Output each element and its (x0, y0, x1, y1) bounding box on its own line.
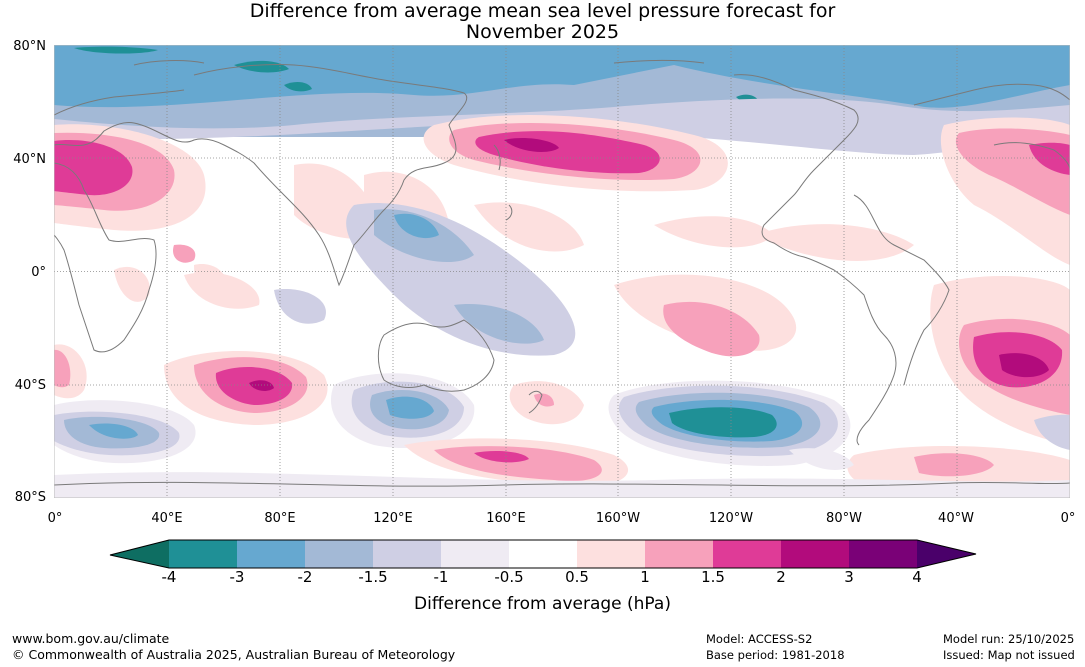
colorbar-tick: 1 (640, 568, 650, 586)
arctic-negative-anomaly (54, 45, 1070, 155)
lat-label-80n: 80°N (13, 39, 46, 54)
colorbar-swatch-7 (577, 540, 645, 568)
colorbar-swatch-4 (373, 540, 441, 568)
colorbar-swatch-5 (441, 540, 509, 568)
australia-negative-anomaly (274, 203, 576, 449)
colorbar-swatch-1 (169, 540, 237, 568)
colorbar-tick: -4 (161, 568, 177, 586)
colorbar-swatch-3 (305, 540, 373, 568)
south-pacific-anomaly (404, 380, 851, 486)
base-period: Base period: 1981-2018 (706, 648, 845, 662)
colorbar-arrow-above (917, 540, 976, 568)
lon-label-40e: 40°E (151, 511, 183, 526)
lat-label-80s: 80°S (14, 490, 46, 505)
pressure-anomaly-map (54, 45, 1070, 498)
lon-label-80w: 80°W (826, 511, 862, 526)
lon-label-0-left: 0° (47, 511, 63, 526)
colorbar-tick: 4 (912, 568, 922, 586)
north-atlantic-positive-anomaly (940, 117, 1070, 265)
colorbar-arrow-below (110, 540, 169, 568)
colorbar-tick: -0.5 (494, 568, 524, 586)
colorbar-tick: 1.5 (701, 568, 725, 586)
lon-label-120w: 120°W (708, 511, 754, 526)
lon-label-120e: 120°E (373, 511, 413, 526)
copyright-text: © Commonwealth of Australia 2025, Austra… (12, 647, 456, 662)
colorbar-tick: 2 (776, 568, 786, 586)
colorbar-swatch-10 (781, 540, 849, 568)
issued-status: Issued: Map not issued (943, 648, 1075, 662)
colorbar-tick: -3 (229, 568, 245, 586)
coastlines (54, 59, 1070, 487)
south-indian-anomaly (54, 344, 328, 464)
lat-label-40n: 40°N (13, 152, 46, 167)
lon-label-40w: 40°W (938, 511, 974, 526)
lon-label-160e: 160°E (486, 511, 526, 526)
tropical-positive-anomaly (184, 202, 914, 357)
colorbar-title: Difference from average (hPa) (414, 594, 671, 614)
model-run-date: Model run: 25/10/2025 (943, 632, 1075, 646)
colorbar-tick: 3 (844, 568, 854, 586)
colorbar-swatch-6 (509, 540, 577, 568)
colorbar-swatch-9 (713, 540, 781, 568)
colorbar-tick: -1 (433, 568, 449, 586)
gridlines (54, 45, 1070, 498)
lon-label-80e: 80°E (264, 511, 296, 526)
antarctic-band (54, 472, 1070, 498)
north-pacific-positive-anomaly (423, 114, 728, 192)
model-name: Model: ACCESS-S2 (706, 632, 813, 646)
lat-label-40s: 40°S (14, 378, 46, 393)
colorbar-tick: -2 (297, 568, 313, 586)
colorbar-swatch-8 (645, 540, 713, 568)
map-title-line2: November 2025 (465, 21, 620, 43)
lon-label-160w: 160°W (595, 511, 641, 526)
colorbar-tick: -1.5 (358, 568, 388, 586)
colorbar-swatch-2 (237, 540, 305, 568)
lon-label-0-right: 0° (1060, 511, 1076, 526)
colorbar-tick: 0.5 (565, 568, 589, 586)
colorbar-swatch-11 (849, 540, 917, 568)
map-title-line1: Difference from average mean sea level p… (249, 0, 836, 22)
website-link[interactable]: www.bom.gov.au/climate (12, 631, 170, 646)
lat-label-0: 0° (31, 265, 46, 280)
